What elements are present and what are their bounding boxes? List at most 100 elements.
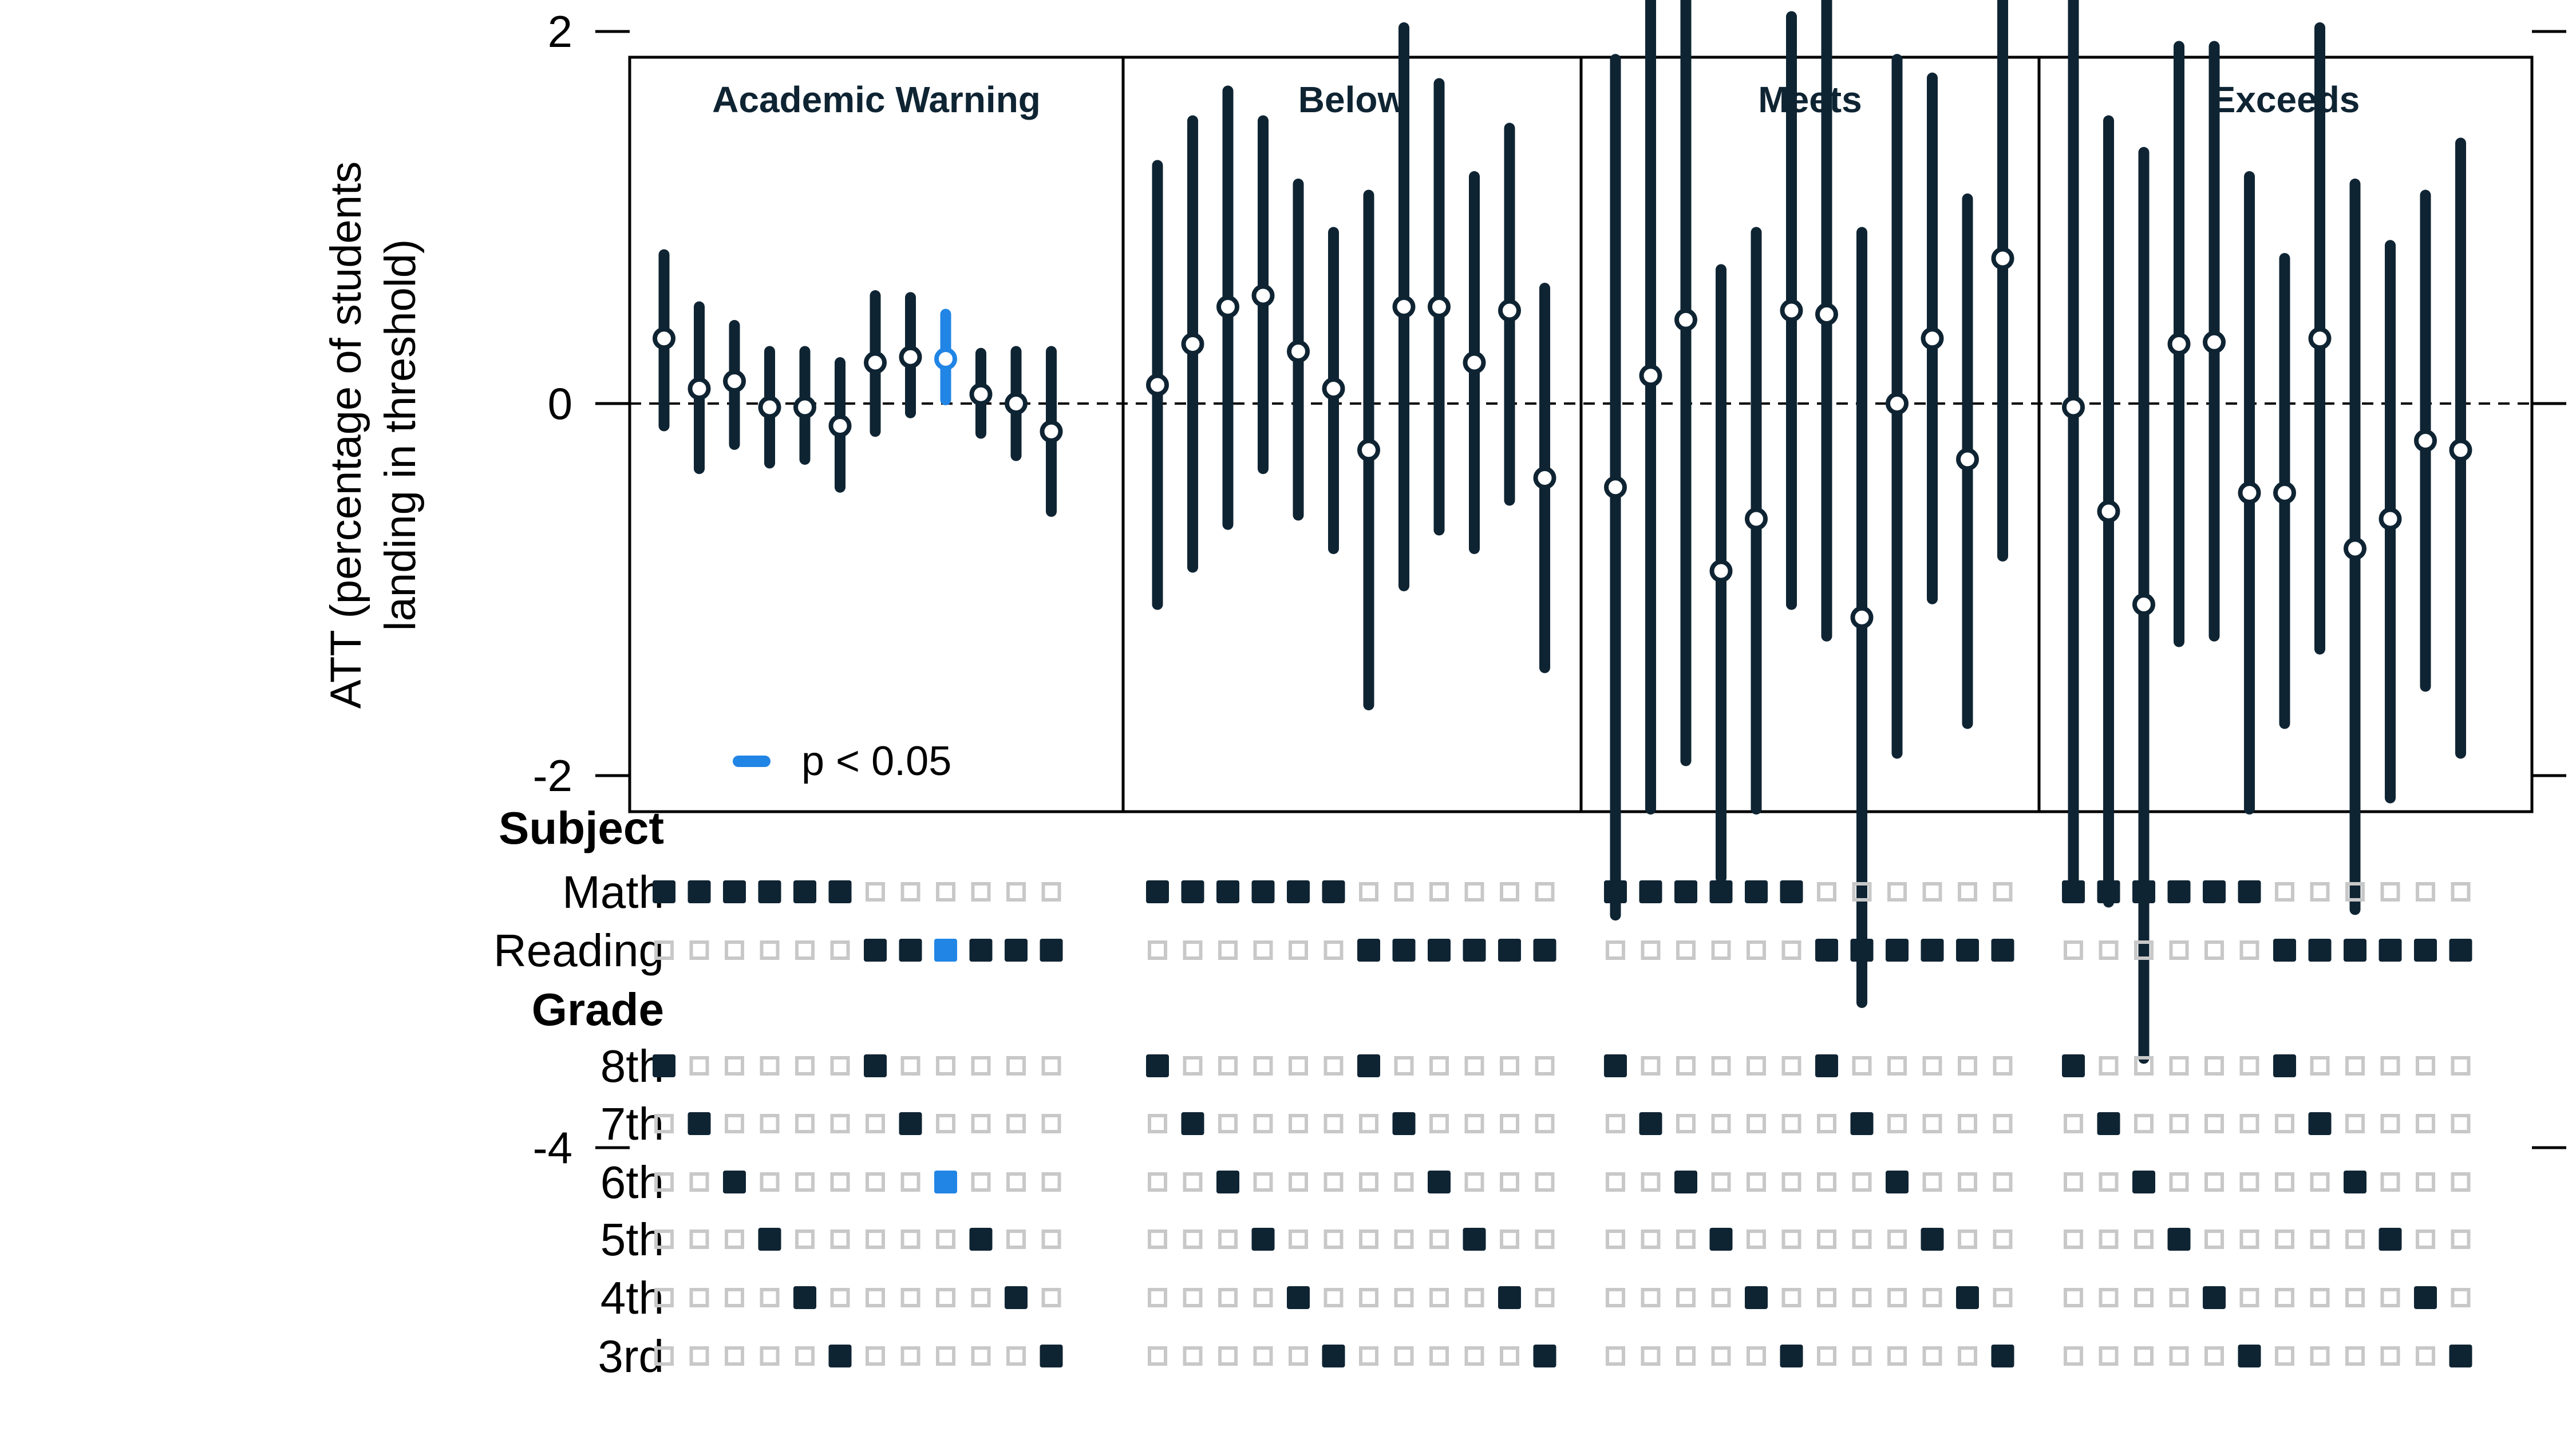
indicator-empty bbox=[900, 1346, 920, 1366]
y-tick-label: -4 bbox=[533, 1122, 572, 1173]
indicator-filled bbox=[1146, 1054, 1169, 1077]
indicator-empty bbox=[2204, 1346, 2224, 1366]
indicator-empty bbox=[654, 1288, 674, 1307]
point-estimate bbox=[1921, 327, 1944, 350]
indicator-empty bbox=[2064, 1288, 2083, 1307]
point-estimate bbox=[1357, 438, 1380, 462]
indicator-empty bbox=[2416, 1230, 2435, 1249]
indicator-filled bbox=[1533, 1345, 1556, 1367]
indicator-empty bbox=[2239, 1230, 2259, 1249]
point-estimate bbox=[969, 382, 993, 406]
indicator-empty bbox=[760, 1172, 780, 1192]
indicator-filled bbox=[1709, 880, 1733, 903]
indicator-filled bbox=[793, 1286, 816, 1309]
indicator-empty bbox=[1817, 1346, 1836, 1366]
point-estimate bbox=[828, 414, 852, 437]
indicator-filled bbox=[758, 880, 781, 903]
indicator-empty bbox=[1676, 940, 1696, 960]
indicator-empty bbox=[1289, 1230, 1308, 1249]
matrix-section-title: Subject bbox=[499, 803, 664, 853]
indicator-empty bbox=[2451, 882, 2471, 902]
indicator-empty bbox=[900, 1056, 920, 1076]
legend-label: p < 0.05 bbox=[801, 738, 951, 784]
indicator-filled bbox=[1287, 1286, 1310, 1309]
indicator-empty bbox=[2310, 1230, 2330, 1249]
indicator-empty bbox=[795, 1056, 815, 1076]
indicator-empty bbox=[866, 882, 885, 902]
indicator-empty bbox=[689, 1346, 709, 1366]
indicator-empty bbox=[971, 1288, 991, 1307]
indicator-filled bbox=[1216, 880, 1239, 903]
indicator-empty bbox=[1253, 1288, 1273, 1307]
indicator-empty bbox=[1993, 1056, 2013, 1076]
indicator-empty bbox=[1606, 1172, 1625, 1192]
indicator-empty bbox=[2275, 1172, 2294, 1192]
point-estimate bbox=[1287, 340, 1310, 363]
indicator-empty bbox=[1323, 1288, 1344, 1307]
indicator-filled bbox=[1428, 1171, 1451, 1193]
indicator-empty bbox=[760, 940, 780, 960]
indicator-empty bbox=[1464, 1114, 1484, 1133]
indicator-empty bbox=[1747, 1172, 1766, 1192]
facet-panel-frame bbox=[2037, 56, 2534, 813]
indicator-filled bbox=[2203, 880, 2226, 903]
indicator-filled bbox=[2132, 1171, 2155, 1193]
indicator-empty bbox=[971, 1056, 991, 1076]
indicator-filled bbox=[2344, 1171, 2366, 1193]
indicator-empty bbox=[1253, 1056, 1273, 1076]
indicator-empty bbox=[1148, 1230, 1167, 1249]
indicator-filled bbox=[1463, 1228, 1486, 1251]
indicator-empty bbox=[1218, 1288, 1238, 1307]
indicator-filled bbox=[1428, 939, 1451, 962]
indicator-empty bbox=[2064, 1346, 2083, 1366]
point-estimate bbox=[899, 345, 922, 369]
indicator-empty bbox=[2169, 940, 2189, 960]
indicator-empty bbox=[1429, 1230, 1449, 1249]
point-estimate bbox=[1533, 467, 1556, 489]
indicator-empty bbox=[1606, 1288, 1625, 1307]
indicator-filled bbox=[688, 880, 711, 903]
indicator-empty bbox=[654, 940, 674, 960]
indicator-empty bbox=[725, 940, 744, 960]
indicator-empty bbox=[2204, 1114, 2224, 1133]
indicator-filled bbox=[1005, 939, 1028, 962]
indicator-empty bbox=[2134, 1056, 2154, 1076]
matrix-row-label: 6th bbox=[600, 1157, 664, 1208]
indicator-filled bbox=[1956, 1286, 1979, 1309]
indicator-empty bbox=[1006, 1172, 1026, 1192]
indicator-empty bbox=[1922, 1114, 1942, 1133]
indicator-empty bbox=[1183, 1172, 1203, 1192]
point-estimate bbox=[2167, 333, 2191, 355]
indicator-filled bbox=[1991, 1345, 2014, 1367]
indicator-empty bbox=[1676, 1346, 1696, 1366]
indicator-empty bbox=[1359, 1230, 1378, 1249]
indicator-filled bbox=[2344, 939, 2366, 962]
indicator-empty bbox=[2275, 1346, 2294, 1366]
indicator-empty bbox=[1289, 1172, 1308, 1192]
indicator-empty bbox=[1289, 1114, 1308, 1133]
point-estimate bbox=[688, 377, 711, 400]
facet-title: Academic Warning bbox=[712, 79, 1041, 120]
indicator-empty bbox=[760, 1056, 780, 1076]
indicator-filled bbox=[1040, 939, 1063, 962]
indicator-filled bbox=[2097, 880, 2120, 903]
point-estimate bbox=[1815, 303, 1838, 326]
indicator-filled bbox=[1322, 1345, 1345, 1367]
indicator-empty bbox=[971, 1346, 991, 1366]
indicator-filled bbox=[1780, 880, 1803, 903]
indicator-empty bbox=[2345, 882, 2365, 902]
indicator-empty bbox=[1006, 1056, 1026, 1076]
indicator-empty bbox=[2169, 1114, 2189, 1133]
indicator-filled bbox=[2132, 880, 2155, 903]
indicator-empty bbox=[830, 1230, 850, 1249]
indicator-filled bbox=[899, 1112, 922, 1135]
indicator-filled bbox=[1639, 880, 1662, 903]
point-estimate bbox=[758, 396, 781, 419]
indicator-empty bbox=[1500, 1172, 1519, 1192]
indicator-empty bbox=[2416, 1172, 2435, 1192]
indicator-empty bbox=[2345, 1056, 2365, 1076]
indicator-filled bbox=[2308, 1112, 2332, 1135]
indicator-empty bbox=[2275, 1288, 2294, 1307]
point-estimate bbox=[1040, 420, 1063, 443]
point-estimate bbox=[2203, 330, 2226, 354]
